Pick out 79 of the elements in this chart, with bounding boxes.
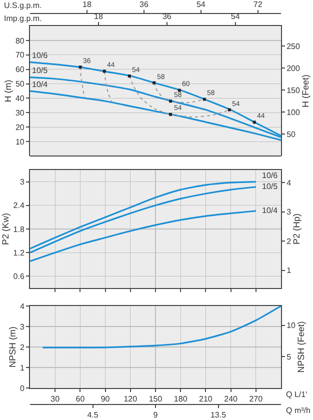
series-label: 10/6 — [32, 51, 48, 60]
y-tick-label: 0 — [20, 384, 25, 393]
x-tick-label: 270 — [249, 394, 264, 404]
y2-tick-label: 10 — [286, 321, 296, 330]
point — [152, 81, 156, 84]
y-tick-label: 40 — [15, 94, 25, 104]
y2-tick-label: 200 — [286, 64, 300, 73]
x-tick-label: 120 — [124, 394, 138, 404]
point — [169, 100, 172, 103]
line-series — [128, 76, 230, 118]
line-series — [80, 66, 85, 98]
x-tick-label: 240 — [224, 394, 238, 404]
x2-tick-label: 9 — [153, 410, 158, 420]
x-tick-label: 210 — [199, 394, 213, 404]
y-tick-label: 1.2 — [13, 248, 25, 258]
y-axis-title: NPSH (m) — [7, 326, 18, 368]
y2-tick-label: 150 — [286, 86, 300, 95]
series-label: 10/5 — [262, 182, 278, 191]
y-tick-label: 3 — [20, 322, 25, 332]
x-axis-title: Q L/1' — [286, 390, 308, 399]
y-axis-title: P2 (Kw) — [0, 212, 11, 246]
series-label: 10/5 — [32, 66, 48, 75]
x2-tick-label: 36 — [162, 12, 172, 21]
point — [228, 108, 231, 112]
y-tick-label: 0.6 — [13, 272, 25, 281]
x-tick-label: 30 — [50, 394, 60, 404]
x2-tick-label: 4.5 — [87, 410, 99, 420]
x-tick-label: 18 — [82, 0, 92, 9]
y2-tick-label: 1 — [286, 266, 292, 276]
y2-axis-title: NPSH (Feet) — [296, 321, 306, 373]
y-tick-label: 10 — [15, 137, 25, 146]
y-tick-label: 30 — [15, 108, 25, 118]
y-tick-label: 2 — [20, 342, 25, 352]
line-series — [104, 70, 112, 103]
y-tick-label: 1 — [20, 363, 25, 372]
y-tick-label: 70 — [15, 50, 25, 60]
x-tick-label: 180 — [174, 394, 188, 404]
point — [102, 70, 106, 73]
x-tick-label: 54 — [196, 0, 206, 9]
line-series — [42, 306, 281, 348]
point — [78, 66, 82, 69]
line-series — [30, 210, 257, 262]
y2-tick-label: 5 — [286, 352, 292, 362]
y-tick-label: 3 — [20, 178, 25, 187]
x-tick-label: 90 — [100, 394, 110, 404]
y2-tick-label: 100 — [286, 108, 300, 117]
point — [252, 120, 256, 124]
series-label: 10/4 — [262, 206, 278, 215]
y2-tick-label: 50 — [286, 130, 296, 139]
y-tick-label: 2.4 — [13, 201, 25, 210]
y2-axis-title: P2 (Hp) — [292, 213, 302, 245]
y2-tick-label: 250 — [286, 42, 300, 51]
y2-tick-label: 4 — [286, 178, 292, 188]
x2-axis-title: Q m³/h — [286, 406, 310, 415]
y-tick-label: 20 — [15, 122, 25, 132]
series-label: 10/4 — [32, 80, 48, 89]
y2-axis-title: H (Feet) — [300, 74, 310, 108]
point — [128, 74, 131, 78]
y-axis-title: H (m) — [2, 80, 13, 102]
y-tick-label: 1.8 — [13, 224, 25, 234]
y-tick-label: 50 — [15, 80, 25, 89]
x-tick-label: 36 — [139, 0, 149, 9]
x2-tick-label: 54 — [230, 12, 240, 21]
y2-tick-label: 3 — [286, 208, 292, 217]
point — [202, 98, 206, 101]
x2-axis-title: Imp.g.p.m. — [4, 14, 42, 23]
point — [169, 112, 172, 116]
x-tick-label: 150 — [148, 394, 163, 404]
y2-tick-label: 2 — [286, 236, 292, 246]
x-tick-label: 60 — [76, 394, 86, 404]
y-tick-label: 60 — [15, 65, 25, 74]
point — [178, 88, 181, 92]
y-tick-label: 80 — [15, 36, 25, 46]
x2-tick-label: 13.5 — [210, 410, 227, 420]
y-tick-label: 4 — [20, 302, 25, 311]
x-axis-title: U.S.g.p.m. — [4, 1, 42, 10]
x2-tick-label: 18 — [94, 12, 104, 21]
x-tick-label: 72 — [253, 0, 263, 9]
series-label: 10/6 — [262, 171, 278, 180]
